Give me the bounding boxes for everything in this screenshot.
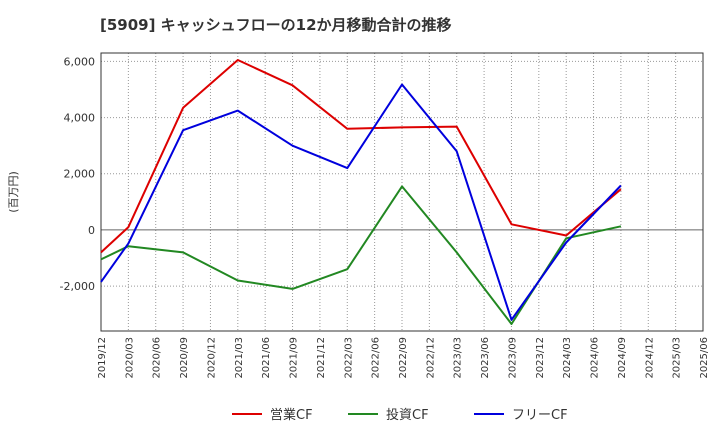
x-tick-label: 2021/09: [289, 337, 300, 379]
series-line-2: [100, 83, 622, 321]
series-line-0: [100, 59, 622, 254]
x-tick-label: 2022/12: [425, 337, 436, 379]
x-tick-label: 2023/03: [453, 337, 464, 379]
legend-label-0: 営業CF: [270, 407, 313, 423]
x-tick-label: 2019/12: [97, 337, 108, 379]
x-tick-label: 2023/09: [507, 337, 518, 379]
x-tick-label: 2023/12: [535, 337, 546, 379]
x-tick-label: 2020/03: [124, 337, 135, 379]
x-tick-label: 2022/03: [343, 337, 354, 379]
y-tick-label: 6,000: [64, 55, 96, 68]
x-tick-label: 2021/12: [316, 337, 327, 379]
chart-title: [5909] キャッシュフローの12か月移動合計の推移: [100, 16, 452, 34]
x-tick-label: 2021/03: [234, 337, 245, 379]
y-tick-label: 0: [88, 224, 95, 237]
x-tick-label: 2022/09: [398, 337, 409, 379]
legend-label-1: 投資CF: [386, 407, 429, 423]
x-tick-label: 2023/06: [480, 337, 491, 379]
x-tick-label: 2024/09: [617, 337, 628, 379]
x-tick-label: 2022/06: [371, 337, 382, 379]
x-tick-label: 2024/06: [590, 337, 601, 379]
x-tick-label: 2024/12: [644, 337, 655, 379]
x-tick-label: 2025/03: [672, 337, 683, 379]
x-tick-label: 2025/06: [699, 337, 710, 379]
y-tick-label: -2,000: [60, 280, 95, 293]
y-tick-label: 2,000: [64, 168, 96, 181]
y-tick-label: 4,000: [64, 112, 96, 125]
x-tick-label: 2020/12: [206, 337, 217, 379]
y-axis-label: (百万円): [7, 171, 20, 213]
x-tick-label: 2021/06: [261, 337, 272, 379]
plot-border: [100, 52, 704, 332]
x-tick-label: 2024/03: [562, 337, 573, 379]
x-tick-label: 2020/06: [152, 337, 163, 379]
legend-label-2: フリーCF: [512, 408, 568, 423]
x-tick-label: 2020/09: [179, 337, 190, 379]
